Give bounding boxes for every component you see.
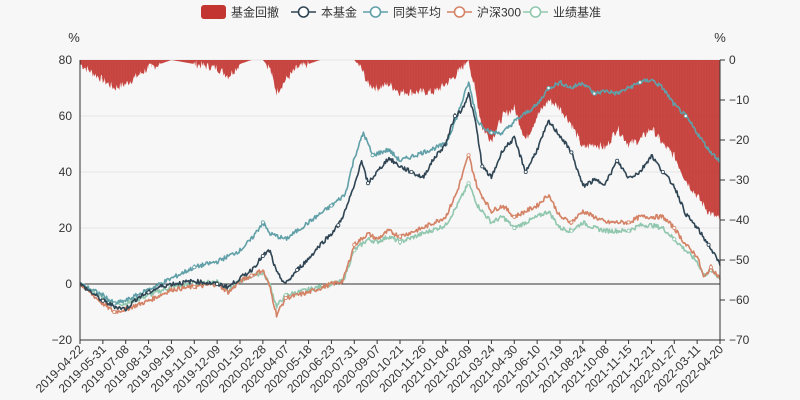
- left-tick-label: 60: [59, 109, 73, 123]
- series-point: [466, 153, 471, 158]
- series-point: [260, 253, 265, 258]
- right-tick-label: −70: [729, 333, 750, 347]
- legend-label: 同类平均: [393, 6, 441, 20]
- series-point: [489, 130, 494, 135]
- legend-item-3[interactable]: 同类平均: [363, 6, 441, 20]
- series-point: [329, 203, 334, 208]
- left-tick-label: 80: [59, 53, 73, 67]
- series-point: [466, 181, 471, 186]
- series-point: [370, 153, 375, 158]
- series-point: [295, 267, 300, 272]
- series-point: [546, 86, 551, 91]
- left-tick-label: 20: [59, 221, 73, 235]
- legend-item-1[interactable]: 基金回撤: [201, 5, 279, 20]
- left-axis-unit: %: [68, 30, 80, 45]
- right-tick-label: −60: [729, 293, 750, 307]
- series-point: [523, 169, 528, 174]
- series-point: [146, 290, 151, 295]
- legend-label: 沪深300: [477, 6, 521, 20]
- series-point: [192, 265, 197, 270]
- legend-item-2[interactable]: 本基金: [291, 5, 357, 20]
- right-axis-unit: %: [714, 30, 726, 45]
- series-point: [569, 228, 574, 233]
- legend-swatch: [201, 5, 226, 19]
- right-tick-label: −50: [729, 253, 750, 267]
- series-line-3: [79, 78, 720, 305]
- series-line-1: [79, 182, 721, 309]
- drawdown-area: [80, 60, 720, 221]
- series-point: [672, 237, 677, 242]
- legend-marker: [529, 6, 542, 18]
- legend-label: 本基金: [321, 5, 357, 20]
- left-tick-label: 40: [59, 165, 73, 179]
- series-point: [452, 114, 457, 119]
- right-tick-label: 0: [729, 53, 736, 67]
- right-tick-label: −40: [729, 213, 750, 227]
- series-point: [706, 242, 711, 247]
- legend-marker: [453, 6, 466, 18]
- series-point: [397, 234, 402, 239]
- series-point: [480, 164, 485, 169]
- series-point: [512, 225, 517, 230]
- legend-label: 业绩基准: [553, 6, 601, 20]
- drawdown-area-layer: [79, 60, 720, 221]
- series-lines-layer: [79, 78, 721, 318]
- series-point: [192, 284, 197, 289]
- series-point: [626, 228, 631, 233]
- series-point: [409, 169, 414, 174]
- series-point: [683, 114, 688, 119]
- series-point: [672, 225, 677, 230]
- series-point: [512, 214, 517, 219]
- legend-item-4[interactable]: 沪深300: [447, 6, 521, 20]
- legend-item-5[interactable]: 业绩基准: [523, 6, 601, 20]
- series-point: [352, 242, 357, 247]
- series-point: [660, 169, 665, 174]
- series-point: [260, 220, 265, 225]
- series-point: [112, 309, 117, 314]
- right-tick-label: −10: [729, 93, 750, 107]
- left-tick-label: 0: [65, 277, 72, 291]
- series-point: [638, 80, 643, 85]
- series-point: [626, 220, 631, 225]
- series-point: [615, 158, 620, 163]
- series-point: [100, 298, 105, 303]
- right-tick-label: −20: [729, 133, 750, 147]
- series-point: [336, 223, 341, 228]
- series-point: [569, 220, 574, 225]
- legend-label: 基金回撤: [231, 5, 279, 20]
- left-tick-label: −20: [52, 333, 73, 347]
- right-tick-label: −30: [729, 173, 750, 187]
- legend: 基金回撤 本基金 同类平均 沪深300 业绩基准: [201, 5, 601, 20]
- series-point: [249, 273, 254, 278]
- series-point: [592, 91, 597, 96]
- series-point: [283, 295, 288, 300]
- series-point: [708, 265, 713, 270]
- series-point: [397, 239, 402, 244]
- series-line-4: [79, 91, 721, 312]
- series-point: [365, 181, 370, 186]
- series-point: [569, 150, 574, 155]
- legend-marker: [297, 6, 310, 18]
- legend-marker: [369, 6, 382, 18]
- series-point: [215, 281, 220, 286]
